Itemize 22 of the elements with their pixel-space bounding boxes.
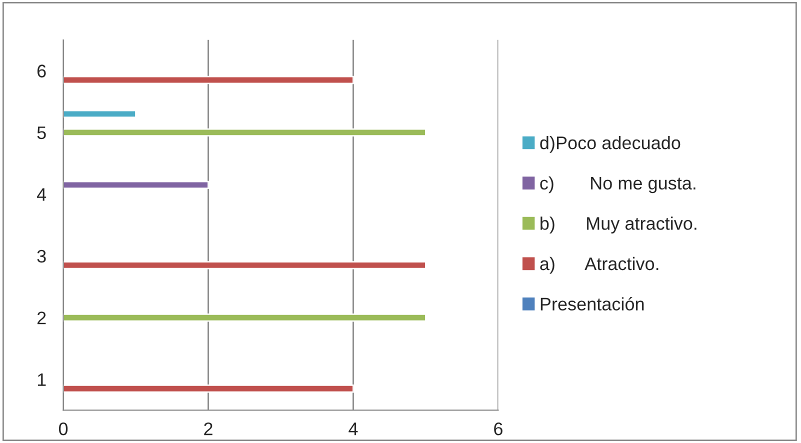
x-tick-label: 0 <box>58 422 68 436</box>
y-tick-label: 2 <box>37 312 46 324</box>
bar <box>63 314 426 322</box>
legend-label: b) Muy atractivo. <box>540 216 696 234</box>
x-tick-label: 4 <box>348 422 358 436</box>
y-tick-label: 4 <box>36 188 46 201</box>
bar <box>63 76 354 84</box>
bar <box>63 384 354 393</box>
bar <box>63 180 209 190</box>
legend-label: c) No me gusta. <box>540 176 696 194</box>
y-tick-label: 1 <box>38 373 46 386</box>
bar <box>63 110 136 118</box>
bar <box>63 128 426 137</box>
legend-label: a) Atractivo. <box>540 256 658 274</box>
y-tick-label: 3 <box>37 250 46 263</box>
legend-label: Presentación <box>540 297 644 310</box>
bar <box>63 261 426 270</box>
y-tick-label: 5 <box>37 126 46 140</box>
legend-label: d)Poco adecuado <box>540 136 680 153</box>
x-tick-label: 6 <box>494 422 502 436</box>
y-tick-label: 6 <box>37 64 46 78</box>
x-tick-label: 2 <box>204 422 212 436</box>
